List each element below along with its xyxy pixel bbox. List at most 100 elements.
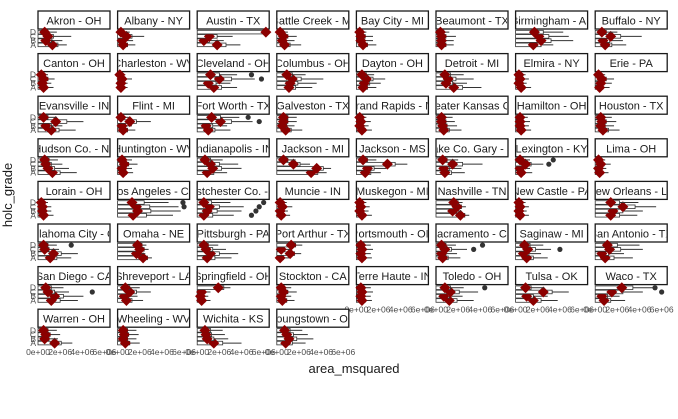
y-tick-label: B	[30, 334, 36, 344]
mean-marker	[355, 282, 367, 294]
y-tick-label: C	[30, 330, 36, 340]
facet-strip	[594, 180, 668, 201]
facet-panel: Pittsburgh - PA	[196, 223, 270, 264]
mean-marker	[49, 337, 61, 349]
mean-marker	[593, 154, 605, 166]
facet-strip-label: Erie - PA	[610, 58, 654, 70]
mean-marker	[513, 197, 525, 209]
facet-strip	[355, 10, 430, 30]
y-tick-label: D	[30, 112, 36, 122]
facet-strip	[196, 308, 270, 328]
facet-panel: Indianapolis - IN	[196, 138, 270, 179]
y-tick-label: A	[30, 82, 36, 92]
mean-marker	[593, 69, 605, 81]
facet-strip	[276, 138, 350, 158]
facet-panel: Port Arthur - TX	[274, 223, 350, 264]
y-tick-label: A	[30, 295, 36, 305]
facet-panel: Hamilton - OH	[514, 95, 589, 136]
outlier-point	[261, 199, 267, 206]
y-tick-label: B	[30, 206, 36, 216]
facet-strip-label: Stockton - CA	[279, 271, 348, 283]
facet-strip-label: Lima - OH	[606, 143, 656, 155]
x-tick-label: 6e+06	[331, 347, 355, 357]
facet-strip-label: Waco - TX	[606, 271, 658, 283]
mean-marker	[124, 286, 136, 298]
facet-strip	[116, 95, 191, 115]
mean-marker	[287, 158, 299, 170]
facet-strip	[355, 223, 430, 243]
y-tick-label: D	[30, 198, 36, 208]
facet-strip-label: Columbus - OH	[275, 58, 351, 70]
facet-strip	[116, 138, 191, 158]
x-tick-label: 0e+00	[583, 305, 607, 315]
facet-strip-label: Lake Co. Gary - IN	[426, 143, 518, 155]
y-tick-label: A	[30, 125, 36, 135]
facet-strip-label: Dayton - OH	[362, 58, 423, 70]
mean-marker	[211, 39, 223, 51]
facet-strip	[196, 95, 270, 115]
facet-strip	[116, 308, 191, 328]
facet-strip	[196, 180, 270, 201]
facet-strip	[514, 52, 589, 73]
mean-marker	[50, 116, 62, 128]
facet-strip-label: San Antonio - TX	[590, 229, 674, 241]
mean-marker	[275, 282, 287, 294]
x-tick-label: 2e+06	[48, 347, 72, 357]
mean-marker	[284, 248, 296, 260]
y-tick-label: D	[30, 155, 36, 165]
facet-panel: Houston - TX	[594, 95, 668, 136]
facet-strip-label: Wichita - KS	[203, 314, 264, 326]
facet-strip-label: Hamilton - OH	[517, 101, 587, 113]
facet-strip-label: Shreveport - LA	[115, 271, 193, 283]
outlier-point	[248, 72, 255, 78]
facet-strip	[435, 265, 509, 286]
outlier-point	[245, 114, 251, 120]
box	[196, 285, 225, 290]
facet-panel: Nashville - TN	[435, 180, 509, 221]
facet-strip-label: Lexington - KY	[516, 143, 589, 155]
outlier-point	[557, 246, 563, 252]
facet-panel: Westchester Co. - NY	[196, 180, 270, 221]
facet-strip	[276, 180, 350, 201]
outlier-point	[68, 242, 74, 248]
facet-panel: Cleveland - OH	[196, 52, 270, 93]
facet-panel: Jackson - MS	[355, 138, 430, 179]
x-tick-label: 2e+06	[287, 347, 311, 357]
facet-panel: Bay City - MI	[354, 10, 430, 51]
outlier-point	[546, 161, 552, 167]
facet-panel: Galveston - TX	[276, 95, 350, 136]
facet-strip	[37, 308, 111, 328]
facet-strip	[116, 52, 191, 73]
facet-strip-label: Muskegon - MI	[356, 186, 429, 198]
facet-strip	[116, 10, 191, 30]
outlier-point	[256, 204, 262, 210]
facet-strip	[514, 223, 589, 243]
box	[355, 161, 396, 167]
box	[594, 285, 634, 290]
mean-marker	[35, 197, 47, 209]
x-tick-label: 2e+06	[128, 347, 152, 357]
facet-strip	[196, 10, 270, 30]
facet-strip-label: Youngstown - OH	[270, 314, 356, 326]
outlier-point	[550, 157, 556, 163]
mean-marker	[212, 282, 224, 294]
facet-strip	[355, 95, 430, 115]
mean-marker	[447, 158, 459, 170]
mean-marker	[198, 197, 210, 209]
mean-marker	[39, 154, 51, 166]
facet-panel: Albany - NY	[115, 10, 191, 51]
facet-panel: Muncie - IN	[274, 180, 350, 221]
facet-strip-label: New Castle - PA	[512, 186, 593, 198]
mean-marker	[114, 69, 126, 81]
x-tick-label: 2e+06	[446, 305, 470, 315]
facet-strip-label: Galveston - TX	[276, 101, 350, 113]
facet-strip	[435, 180, 509, 201]
mean-marker	[132, 239, 144, 251]
facet-panel: Lake Co. Gary - IN	[426, 138, 518, 179]
facet-strip-label: Jackson - MI	[282, 143, 344, 155]
